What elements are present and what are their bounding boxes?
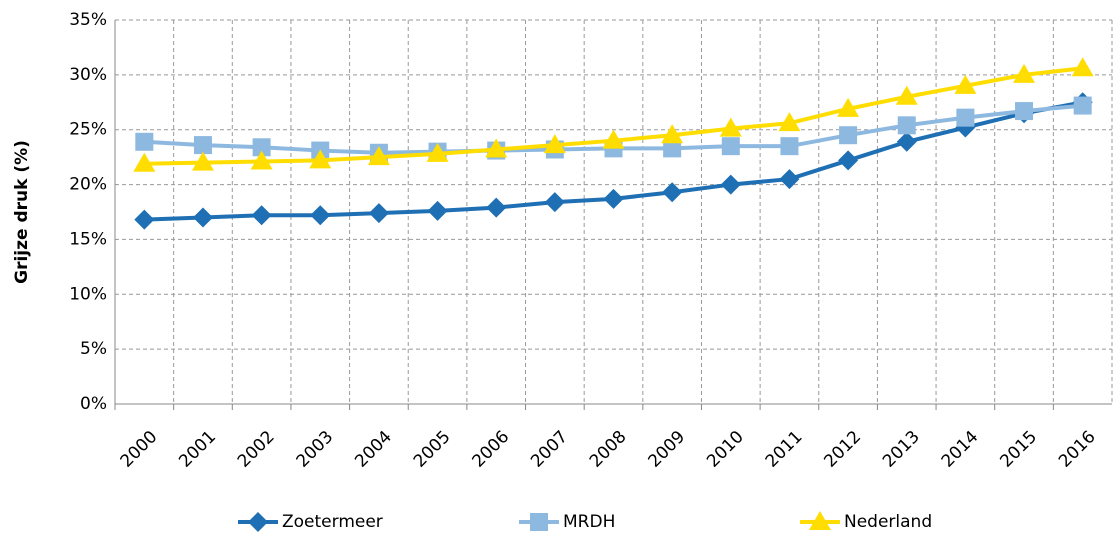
x-tick-label: 2009 bbox=[644, 427, 689, 472]
x-tick-label: 2012 bbox=[820, 427, 865, 472]
marker bbox=[603, 188, 624, 209]
marker bbox=[426, 142, 449, 162]
marker bbox=[896, 131, 917, 152]
y-tick-label: 25% bbox=[69, 120, 107, 140]
x-tick-label: 2014 bbox=[938, 427, 983, 472]
x-tick-label: 2007 bbox=[527, 427, 572, 472]
marker bbox=[309, 149, 332, 169]
marker bbox=[897, 116, 916, 135]
marker bbox=[956, 108, 975, 127]
y-tick-label: 5% bbox=[80, 339, 107, 359]
y-tick-label: 0% bbox=[80, 394, 107, 414]
x-tick-label: 2008 bbox=[586, 427, 631, 472]
x-tick-label: 2003 bbox=[293, 427, 338, 472]
x-tick-label: 2006 bbox=[469, 427, 514, 472]
marker bbox=[251, 205, 272, 226]
marker bbox=[133, 152, 156, 172]
marker bbox=[778, 112, 801, 132]
marker bbox=[1071, 57, 1094, 77]
marker bbox=[252, 138, 271, 157]
x-tick-label: 2011 bbox=[762, 427, 807, 472]
y-tick-label: 15% bbox=[69, 229, 107, 249]
marker bbox=[193, 136, 212, 155]
x-tick-label: 2005 bbox=[410, 427, 455, 472]
marker bbox=[838, 150, 859, 171]
marker bbox=[191, 151, 214, 171]
x-tick-label: 2015 bbox=[996, 427, 1041, 472]
marker bbox=[543, 134, 566, 154]
marker bbox=[1015, 102, 1034, 121]
marker bbox=[839, 126, 858, 145]
x-tick-label: 2001 bbox=[175, 427, 220, 472]
marker bbox=[837, 97, 860, 117]
y-tick-label: 35% bbox=[69, 10, 107, 30]
marker bbox=[368, 203, 389, 224]
marker bbox=[721, 137, 740, 156]
legend-marker bbox=[809, 511, 831, 530]
marker bbox=[250, 150, 273, 170]
marker bbox=[602, 129, 625, 149]
marker bbox=[367, 146, 390, 166]
marker bbox=[1073, 96, 1092, 115]
y-tick-label: 20% bbox=[69, 175, 107, 195]
marker bbox=[662, 182, 683, 203]
marker bbox=[544, 192, 565, 213]
marker bbox=[661, 124, 684, 144]
marker bbox=[134, 209, 155, 230]
marker bbox=[1013, 63, 1036, 83]
x-tick-label: 2002 bbox=[234, 427, 279, 472]
marker bbox=[663, 139, 682, 158]
marker bbox=[192, 207, 213, 228]
marker bbox=[310, 205, 331, 226]
legend-label: Nederland bbox=[844, 512, 932, 532]
marker bbox=[954, 74, 977, 94]
x-tick-label: 2016 bbox=[1055, 427, 1100, 472]
y-tick-label: 30% bbox=[69, 65, 107, 85]
legend-marker bbox=[248, 512, 268, 532]
marker bbox=[427, 200, 448, 221]
marker bbox=[720, 174, 741, 195]
legend-label: MRDH bbox=[563, 512, 615, 532]
marker bbox=[486, 197, 507, 218]
marker bbox=[895, 85, 918, 105]
legend-marker bbox=[530, 513, 548, 531]
marker bbox=[485, 138, 508, 158]
x-tick-label: 2013 bbox=[879, 427, 924, 472]
marker bbox=[780, 137, 799, 156]
y-tick-label: 10% bbox=[69, 284, 107, 304]
y-axis-label: Grijze druk (%) bbox=[12, 140, 32, 284]
marker bbox=[779, 169, 800, 190]
legend-label: Zoetermeer bbox=[282, 512, 383, 532]
x-tick-label: 2010 bbox=[703, 427, 748, 472]
x-tick-label: 2000 bbox=[117, 427, 162, 472]
marker bbox=[719, 117, 742, 137]
x-tick-label: 2004 bbox=[351, 427, 396, 472]
marker bbox=[135, 132, 154, 151]
